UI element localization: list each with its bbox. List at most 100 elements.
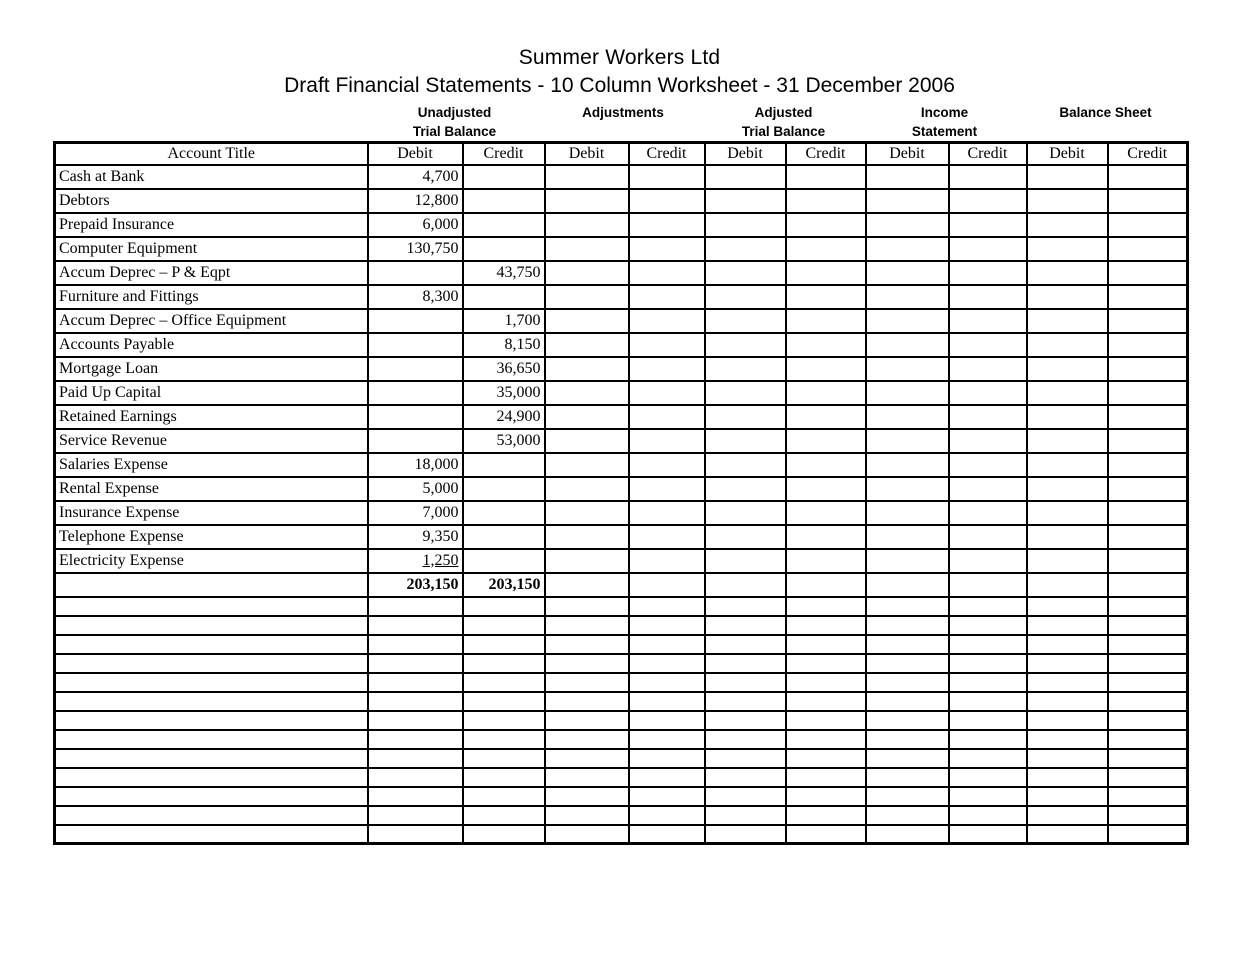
empty-value-cell xyxy=(1106,785,1189,807)
column-group-header-row: Unadjusted Trial Balance Adjustments Adj… xyxy=(53,103,1186,141)
adj-debit-cell xyxy=(543,475,630,502)
empty-value-cell xyxy=(703,690,787,712)
atb-credit-cell xyxy=(784,235,867,262)
empty-value-cell xyxy=(1025,633,1109,655)
is-credit-cell xyxy=(947,523,1028,550)
bs-debit-cell xyxy=(1025,427,1109,454)
group-label-line2 xyxy=(1025,122,1186,141)
atb-debit-header: Debit xyxy=(703,141,787,166)
account-title-cell-text: Computer Equipment xyxy=(59,239,198,257)
atb-credit-header: Credit xyxy=(784,141,867,166)
bs-debit-cell xyxy=(1025,187,1109,214)
empty-value-cell xyxy=(543,652,630,674)
account-title-cell-text: Accum Deprec – Office Equipment xyxy=(59,311,287,329)
bs-credit-cell xyxy=(1106,499,1189,526)
utb-debit-cell: 4,700 xyxy=(366,163,464,190)
atb-credit-cell xyxy=(784,331,867,358)
atb-credit-cell xyxy=(784,307,867,334)
account-row: Service Revenue 53,000 xyxy=(53,427,1189,454)
utb-credit-header: Credit xyxy=(461,141,546,166)
atb-debit-cell xyxy=(703,403,787,430)
empty-value-cell xyxy=(543,690,630,712)
empty-account-cell xyxy=(53,785,369,807)
utb-credit-cell: 24,900 xyxy=(461,403,546,430)
empty-account-cell xyxy=(53,595,369,617)
atb-debit-cell xyxy=(703,523,787,550)
empty-row xyxy=(53,614,1189,636)
account-row: Insurance Expense 7,000 xyxy=(53,499,1189,526)
empty-value-cell xyxy=(366,595,464,617)
empty-value-cell xyxy=(864,728,950,750)
utb-debit-cell-text: 5,000 xyxy=(422,479,459,497)
atb-credit-cell xyxy=(784,379,867,406)
account-title-cell-text: Rental Expense xyxy=(59,479,159,497)
is-debit-cell xyxy=(864,499,950,526)
bs-debit-cell xyxy=(1025,523,1109,550)
group-label-line2 xyxy=(543,122,703,141)
empty-value-cell xyxy=(461,633,546,655)
empty-value-cell xyxy=(1025,652,1109,674)
empty-value-cell xyxy=(947,747,1028,769)
empty-value-cell xyxy=(461,747,546,769)
account-title-cell: Furniture and Fittings xyxy=(53,283,369,310)
empty-account-cell xyxy=(53,690,369,712)
empty-value-cell xyxy=(1106,823,1189,845)
empty-value-cell xyxy=(543,709,630,731)
empty-value-cell xyxy=(461,823,546,845)
group-income-statement: Income Statement xyxy=(864,103,1025,141)
is-debit-cell xyxy=(864,211,950,238)
atb-credit-cell xyxy=(784,163,867,190)
empty-value-cell xyxy=(784,709,867,731)
adj-debit-cell xyxy=(543,163,630,190)
empty-value-cell xyxy=(864,747,950,769)
adj-debit-cell xyxy=(543,571,630,598)
adj-debit-cell xyxy=(543,427,630,454)
empty-value-cell xyxy=(461,728,546,750)
is-credit-cell xyxy=(947,475,1028,502)
utb-debit-cell-text: 9,350 xyxy=(422,527,459,545)
bs-credit-cell xyxy=(1106,547,1189,574)
atb-credit-cell xyxy=(784,187,867,214)
adj-debit-cell xyxy=(543,355,630,382)
adj-credit-cell xyxy=(627,451,706,478)
account-title-cell: Debtors xyxy=(53,187,369,214)
account-title-cell: Retained Earnings xyxy=(53,403,369,430)
empty-value-cell xyxy=(366,652,464,674)
utb-debit-cell xyxy=(366,427,464,454)
adj-credit-cell xyxy=(627,355,706,382)
adj-credit-cell xyxy=(627,499,706,526)
empty-value-cell xyxy=(1025,614,1109,636)
atb-credit-cell xyxy=(784,499,867,526)
is-debit-cell xyxy=(864,427,950,454)
account-title-cell-text: Service Revenue xyxy=(59,431,167,449)
empty-value-cell xyxy=(366,671,464,693)
utb-debit-cell: 5,000 xyxy=(366,475,464,502)
empty-value-cell xyxy=(1106,671,1189,693)
empty-value-cell xyxy=(1025,823,1109,845)
empty-account-cell xyxy=(53,747,369,769)
empty-value-cell xyxy=(864,823,950,845)
group-unadjusted-trial-balance: Unadjusted Trial Balance xyxy=(366,103,543,141)
is-credit-cell xyxy=(947,307,1028,334)
utb-credit-cell xyxy=(461,523,546,550)
account-title-cell: Mortgage Loan xyxy=(53,355,369,382)
empty-value-cell xyxy=(627,747,706,769)
utb-debit-cell: 130,750 xyxy=(366,235,464,262)
empty-value-cell xyxy=(947,823,1028,845)
empty-value-cell xyxy=(703,709,787,731)
empty-value-cell xyxy=(703,652,787,674)
adj-credit-cell xyxy=(627,331,706,358)
empty-value-cell xyxy=(461,671,546,693)
empty-row xyxy=(53,595,1189,617)
bs-debit-cell xyxy=(1025,235,1109,262)
empty-value-cell xyxy=(366,766,464,788)
group-label-line2: Trial Balance xyxy=(741,124,826,139)
empty-value-cell xyxy=(1025,709,1109,731)
account-row: Cash at Bank 4,700 xyxy=(53,163,1189,190)
account-row: Accum Deprec – Office Equipment 1,700 xyxy=(53,307,1189,334)
empty-value-cell xyxy=(627,671,706,693)
adj-debit-header: Debit xyxy=(543,141,630,166)
empty-value-cell xyxy=(864,652,950,674)
account-row: Accounts Payable 8,150 xyxy=(53,331,1189,358)
utb-credit-total-cell: 203,150 xyxy=(461,571,546,598)
